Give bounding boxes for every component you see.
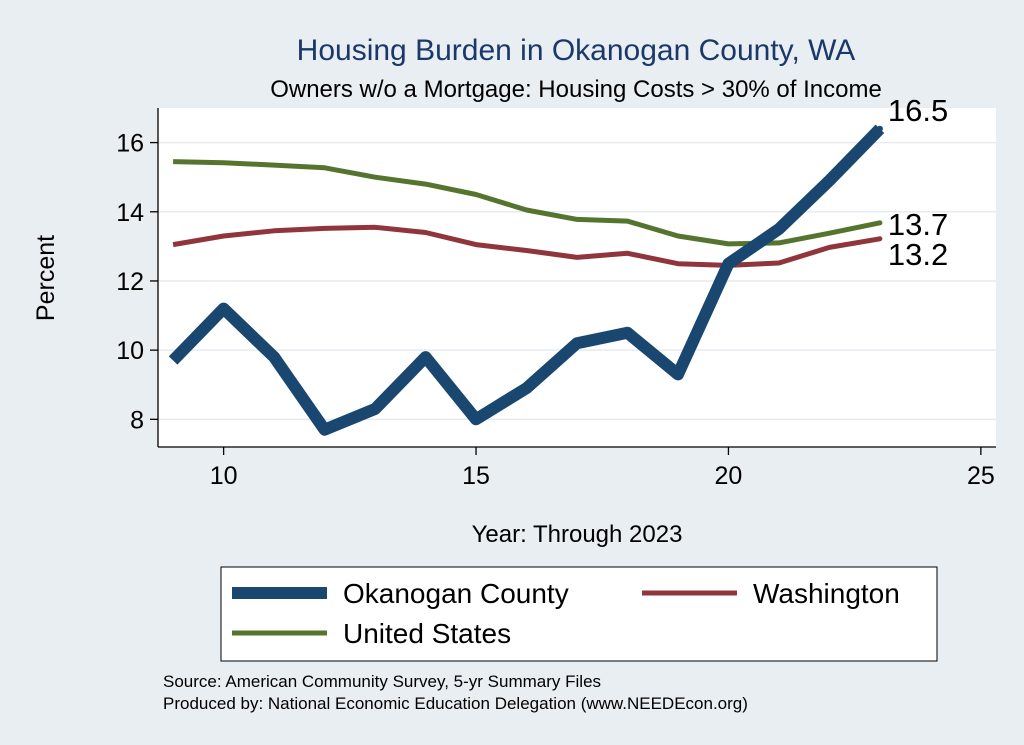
legend: Okanogan County Washington United States	[220, 566, 938, 662]
end-point-okanogan-county	[876, 125, 883, 132]
x-tick-label-15: 15	[462, 462, 490, 490]
producer-line: Produced by: National Economic Education…	[163, 694, 748, 713]
legend-label-washington: Washington	[753, 578, 900, 609]
x-axis-label: Year: Through 2023	[472, 521, 683, 548]
end-label-washington: 13.2	[888, 237, 948, 272]
series-line-washington	[172, 224, 881, 268]
y-tick-label-14: 14	[116, 199, 144, 227]
y-tick-label-16: 16	[116, 130, 144, 158]
series-line-okanogan-county	[168, 124, 885, 436]
end-point-washington	[877, 236, 883, 242]
x-tick-label-10: 10	[210, 462, 238, 490]
end-labels: 16.5 13.213.7	[888, 93, 948, 272]
axes: 8 10 12 14 16 10 15 20 25	[116, 130, 995, 490]
chart-subtitle: Owners w/o a Mortgage: Housing Costs > 3…	[270, 76, 882, 103]
gridlines	[158, 141, 996, 421]
source-line: Source: American Community Survey, 5-yr …	[163, 672, 601, 691]
end-label-okanogan-county: 16.5	[888, 93, 948, 128]
series-lines	[168, 124, 885, 436]
y-tick-label-8: 8	[130, 406, 144, 434]
x-tick-label-20: 20	[715, 462, 743, 490]
end-label-united-states: 13.7	[888, 207, 948, 242]
y-axis-label: Percent	[32, 235, 60, 321]
legend-label-united-states: United States	[343, 618, 511, 649]
legend-box	[220, 566, 938, 662]
end-point-united-states	[877, 220, 883, 226]
plot-area	[158, 108, 996, 447]
x-tick-label-25: 25	[967, 462, 995, 490]
chart-title: Housing Burden in Okanogan County, WA	[297, 34, 856, 67]
legend-label-okanogan-county: Okanogan County	[343, 578, 569, 609]
y-tick-label-12: 12	[116, 268, 144, 296]
y-tick-label-10: 10	[116, 337, 144, 365]
